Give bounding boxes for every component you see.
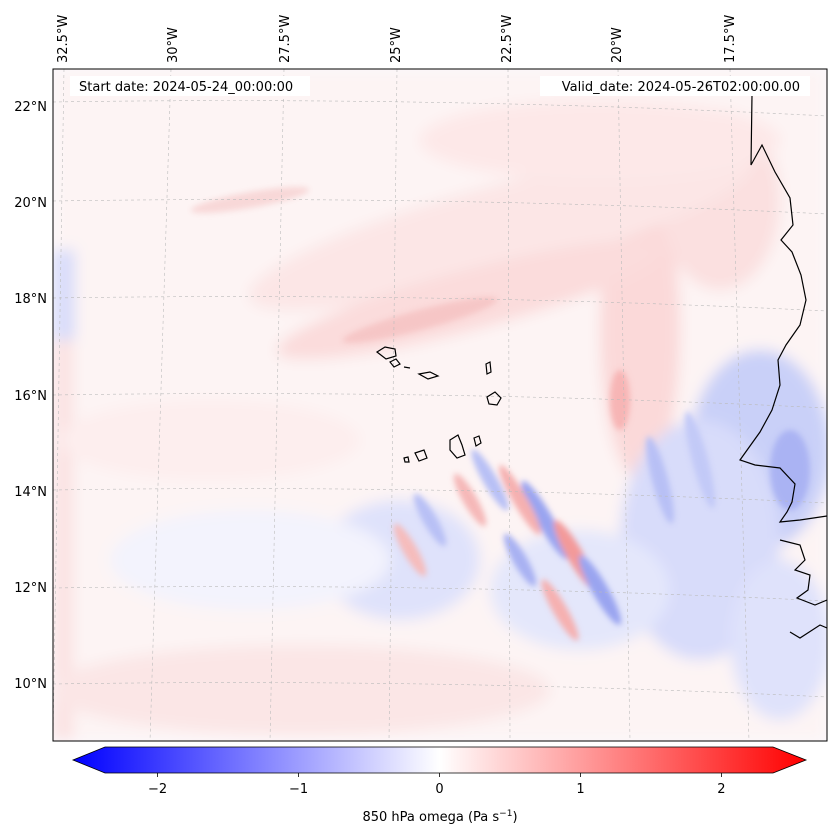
valid-date-label: Valid_date: 2024-05-26T02:00:00.00 — [562, 80, 800, 95]
boa-vista-island — [486, 391, 502, 406]
maio-island — [473, 435, 482, 447]
lat-label: 22°N — [14, 100, 47, 115]
meridian-25w — [388, 69, 398, 741]
lon-label: 17.5°W — [723, 15, 738, 63]
colorbar-tick-label: −1 — [289, 782, 308, 797]
parallel-16n — [53, 393, 827, 409]
colorbar-label: 850 hPa omega (Pa s−1) — [362, 809, 517, 825]
guinea-bissau-coastline — [779, 539, 827, 606]
meridian-22.5w — [507, 69, 511, 741]
lon-label: 22.5°W — [500, 15, 515, 63]
omega-wave-bands — [190, 186, 810, 641]
omega-field — [53, 69, 827, 741]
parallel-18n — [53, 296, 827, 312]
colorbar: −2 −1 0 1 2 850 hPa omega (Pa s−1) — [71, 746, 808, 825]
colorbar-tick-label: 0 — [435, 782, 443, 797]
parallel-10n — [53, 682, 827, 698]
valid-date-box — [540, 76, 810, 96]
lat-label: 12°N — [14, 581, 47, 596]
lat-label: 14°N — [14, 485, 47, 500]
coastlines — [375, 94, 827, 639]
african-coastline — [739, 94, 827, 523]
sao-vicente-island — [389, 358, 401, 368]
coastline-south — [789, 624, 827, 639]
lat-label: 18°N — [14, 292, 47, 307]
meridian-20w — [617, 69, 631, 741]
fogo-island — [414, 449, 428, 462]
colorbar-tick-label: 2 — [717, 782, 725, 797]
meridian-32.5w — [53, 69, 65, 741]
parallel-12n — [53, 586, 827, 602]
lon-label: 20°W — [610, 27, 625, 63]
meridian-17.5w — [729, 69, 750, 741]
santa-luzia-island — [403, 366, 411, 369]
colorbar-tick-label: −2 — [148, 782, 167, 797]
map-panel: Start date: 2024-05-24_00:00:00 Valid_da… — [52, 68, 828, 742]
parallel-20n — [53, 199, 827, 215]
parallel-14n — [53, 488, 827, 504]
lat-label: 16°N — [14, 389, 47, 404]
santiago-island — [449, 434, 466, 459]
omega-broad-patterns — [53, 69, 827, 741]
lat-label: 10°N — [14, 677, 47, 692]
colorbar-bar — [71, 746, 808, 774]
meridian-30w — [149, 69, 172, 741]
colorbar-tick-label: 1 — [576, 782, 584, 797]
lon-label: 32.5°W — [56, 15, 71, 63]
brava-island — [403, 456, 410, 463]
lon-label: 30°W — [166, 27, 181, 63]
start-date-box — [70, 76, 310, 96]
sao-nicolau-island — [417, 371, 440, 380]
start-date-label: Start date: 2024-05-24_00:00:00 — [79, 80, 293, 95]
meridian-27.5w — [269, 69, 285, 741]
colorbar-ticks: −2 −1 0 1 2 — [148, 773, 726, 797]
latitude-labels: 22°N 20°N 18°N 16°N 14°N 12°N 10°N — [14, 100, 47, 692]
map-frame — [52, 68, 828, 742]
sal-island — [485, 361, 492, 375]
parallel-22n — [53, 100, 827, 117]
lon-label: 25°W — [389, 27, 404, 63]
lon-label: 27.5°W — [278, 15, 293, 63]
santo-antao-island — [375, 346, 397, 360]
lat-label: 20°N — [14, 196, 47, 211]
longitude-labels: 32.5°W 30°W 27.5°W 25°W 22.5°W 20°W 17.5… — [56, 15, 738, 63]
gridlines — [53, 69, 827, 741]
